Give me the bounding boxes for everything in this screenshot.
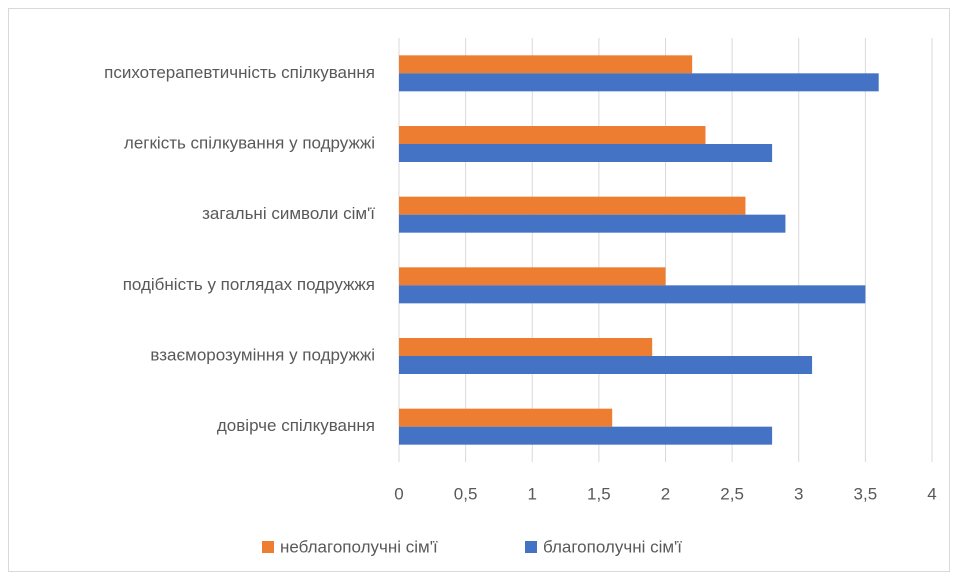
x-tick-label: 1 [528, 484, 537, 503]
y-tick-label: взаєморозуміння у подружжі [150, 345, 375, 364]
bar [399, 285, 866, 304]
bar [399, 267, 666, 286]
legend-label: благополучні сім'ї [543, 537, 682, 556]
x-tick-label: 3 [794, 484, 803, 503]
x-tick-label: 2,5 [720, 484, 744, 503]
bar [399, 55, 693, 74]
bar [399, 214, 786, 233]
x-tick-label: 3,5 [854, 484, 878, 503]
legend-swatch [262, 541, 274, 553]
y-tick-label: подібність у поглядах подружжя [123, 275, 375, 294]
bar [399, 126, 706, 144]
y-tick-label: психотерапевтичність спілкування [104, 63, 375, 82]
bar [399, 196, 746, 215]
bar [399, 356, 813, 374]
x-tick-label: 1,5 [587, 484, 611, 503]
bar [399, 338, 653, 356]
y-tick-label: загальні символи сім'ї [202, 204, 375, 223]
bar [399, 73, 879, 92]
bar [399, 426, 773, 445]
bar [399, 408, 613, 427]
x-tick-label: 4 [927, 484, 936, 503]
x-tick-label: 0,5 [454, 484, 478, 503]
legend-label: неблагополучні сім'ї [280, 537, 438, 556]
bar [399, 144, 773, 162]
x-tick-label: 2 [661, 484, 670, 503]
legend-swatch [525, 541, 537, 553]
y-tick-label: легкість спілкування у подружжі [124, 133, 375, 152]
x-tick-label: 0 [394, 484, 403, 503]
y-tick-label: довірче спілкування [217, 416, 375, 435]
